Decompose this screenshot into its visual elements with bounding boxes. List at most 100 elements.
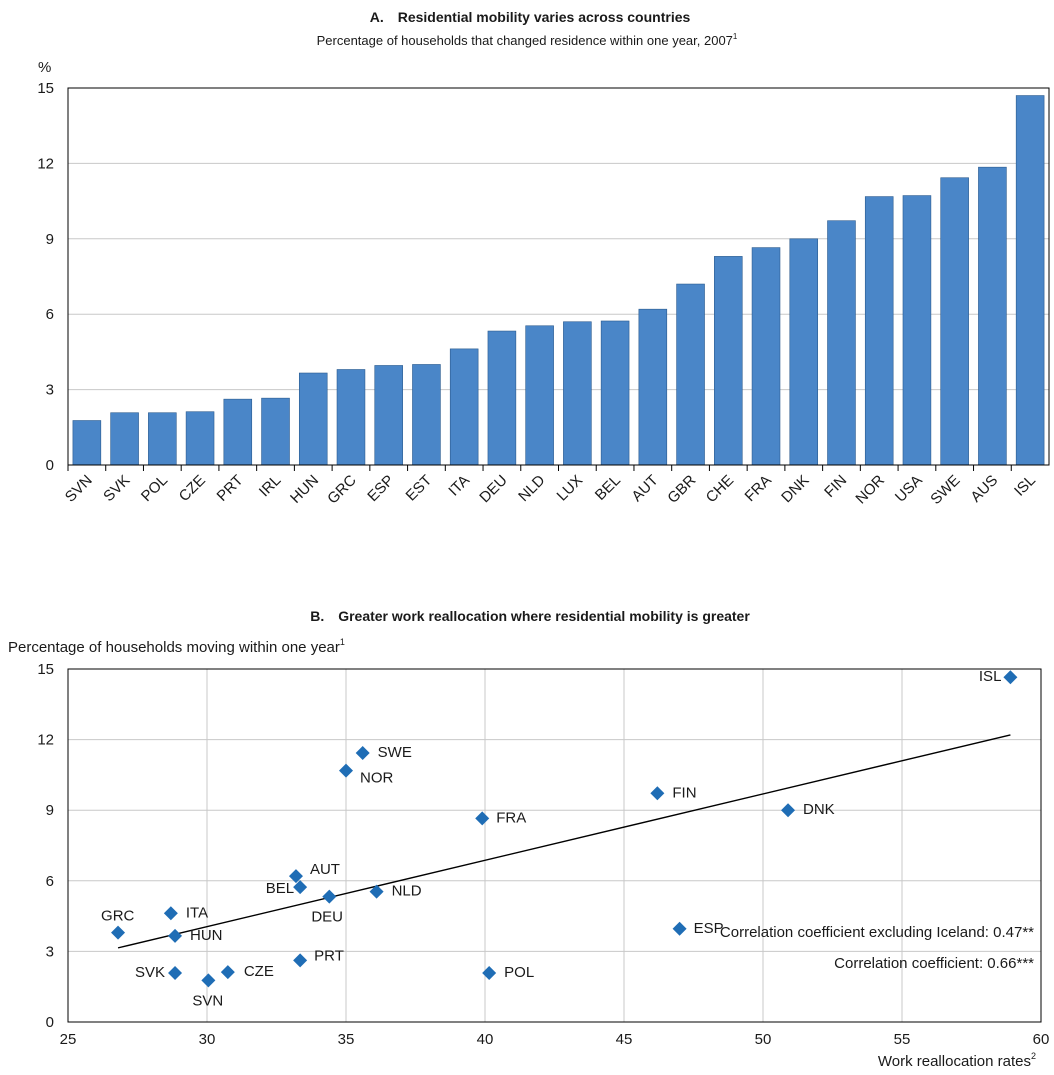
- point-label: DNK: [803, 801, 835, 818]
- panel-a-x-tick-label: NOR: [852, 472, 888, 508]
- panel-b-y-tick-label: 15: [37, 661, 54, 678]
- panel-b-trendline: [117, 734, 1011, 949]
- point-label: SWE: [378, 744, 412, 761]
- point-svk: SVK: [135, 964, 183, 981]
- panel-a-x-tick-label: HUN: [287, 472, 322, 507]
- bar-est: [412, 364, 441, 466]
- bar-gbr: [676, 283, 705, 466]
- point-hun: HUN: [168, 927, 223, 944]
- point-marker: [168, 928, 183, 943]
- panel-a-y-tick-label: 3: [46, 382, 54, 399]
- bar-usa: [902, 195, 932, 466]
- point-pol: POL: [482, 964, 534, 981]
- panel-a-y-tick-label: 6: [46, 306, 54, 323]
- point-label: SVK: [135, 964, 165, 981]
- bar-svk: [110, 412, 139, 466]
- point-ita: ITA: [163, 904, 208, 921]
- panel-b-y-ticks: 0 3 6 9 12 15: [37, 661, 54, 1031]
- panel-a-x-tick-label: LUX: [554, 472, 587, 505]
- point-marker: [111, 925, 126, 940]
- bar-che: [714, 256, 743, 466]
- bar-pol: [148, 412, 177, 466]
- panel-a-x-tick-label: ITA: [445, 472, 473, 500]
- point-marker: [475, 811, 490, 826]
- panel-b-y-tick-label: 9: [46, 802, 54, 819]
- panel-a-y-ticks: 0 3 6 9 12 15: [37, 80, 54, 474]
- bar-isl: [1015, 95, 1045, 466]
- point-label: AUT: [310, 861, 340, 878]
- point-label: CZE: [244, 963, 274, 980]
- bar-esp: [374, 365, 403, 466]
- point-fin: FIN: [650, 784, 697, 801]
- panel-b-x-tick-label: 55: [894, 1031, 911, 1048]
- bar-lux: [563, 321, 592, 466]
- panel-a-x-tick-label: AUS: [967, 472, 1001, 506]
- point-prt: PRT: [293, 947, 344, 968]
- point-label: ESP: [694, 920, 724, 937]
- panel-a-x-tick-label: FRA: [742, 472, 775, 505]
- panel-a-x-tick-label: PRT: [214, 472, 247, 505]
- panel-a-bar-chart: A. Residential mobility varies across co…: [37, 9, 1050, 508]
- point-deu: DEU: [311, 889, 343, 926]
- point-bel: BEL: [266, 880, 308, 897]
- panel-a-x-tick-label: POL: [138, 472, 171, 505]
- panel-a-x-tick-label: GBR: [664, 472, 699, 507]
- point-marker: [339, 763, 353, 778]
- point-label: ITA: [186, 904, 208, 921]
- point-label: PRT: [314, 947, 344, 964]
- bar-bel: [600, 320, 630, 466]
- panel-a-x-tick-label: SVK: [100, 472, 133, 505]
- panel-b-y-tick-label: 6: [46, 873, 54, 890]
- bar-grc: [336, 369, 366, 466]
- panel-a-y-tick-label: 9: [46, 231, 54, 248]
- correlation-annotation: Correlation coefficient: 0.66***: [834, 955, 1034, 972]
- panel-b-y-tick-label: 3: [46, 943, 54, 960]
- panel-a-y-tick-label: 15: [37, 80, 54, 97]
- panel-b-scatter-chart: B. Greater work reallocation where resid…: [8, 608, 1049, 1070]
- bar-swe: [940, 177, 969, 466]
- panel-b-x-tick-label: 45: [616, 1031, 633, 1048]
- bar-aus: [978, 166, 1007, 466]
- point-label: FIN: [672, 784, 696, 801]
- point-marker: [293, 953, 308, 968]
- panel-a-x-tick-label: SVN: [62, 472, 96, 506]
- panel-b-x-ticks: 25 30 35 40 45 50 55 60: [60, 1031, 1050, 1048]
- point-label: GRC: [101, 908, 135, 925]
- panel-a-x-tick-label: SWE: [927, 472, 963, 508]
- panel-a-x-tick-label: ISL: [1011, 472, 1039, 500]
- point-marker: [322, 889, 337, 904]
- panel-a-bars: [72, 95, 1045, 466]
- panel-a-x-tick-label: IRL: [256, 472, 285, 501]
- point-label: FRA: [496, 809, 526, 826]
- bar-ita: [449, 348, 479, 466]
- panel-a-x-tick-label: GRC: [324, 472, 360, 508]
- panel-b-x-tick-label: 35: [338, 1031, 355, 1048]
- panel-b-x-tick-label: 40: [477, 1031, 494, 1048]
- point-marker: [482, 966, 497, 981]
- point-nld: NLD: [369, 883, 422, 900]
- panel-a-x-tick-label: DEU: [476, 472, 510, 506]
- panel-a-plot-frame: [67, 87, 1050, 466]
- point-isl: ISL: [979, 668, 1018, 685]
- point-svn: SVN: [192, 973, 223, 1009]
- panel-a-gridlines: [68, 162, 1049, 391]
- panel-a-x-tick-label: USA: [892, 472, 926, 506]
- point-grc: GRC: [101, 908, 135, 940]
- panel-a-x-tick-label: DNK: [778, 472, 812, 506]
- point-marker: [201, 973, 216, 988]
- panel-a-x-tick-label: NLD: [515, 472, 548, 505]
- panel-a-x-tick-label: FIN: [821, 472, 850, 501]
- bar-prt: [223, 398, 253, 466]
- panel-a-x-tick-label: EST: [403, 472, 436, 505]
- point-label: SVN: [192, 992, 223, 1009]
- bar-dnk: [789, 238, 819, 466]
- point-label: BEL: [266, 880, 294, 897]
- panel-a-y-tick-label: 12: [37, 155, 54, 172]
- panel-a-x-tick-label: ESP: [364, 472, 397, 505]
- correlation-annotation-excluding-iceland: Correlation coefficient excluding Icelan…: [720, 924, 1034, 941]
- point-marker: [369, 884, 384, 899]
- point-aut: AUT: [288, 861, 340, 884]
- panel-a-y-unit: %: [38, 59, 51, 76]
- point-fra: FRA: [475, 809, 526, 826]
